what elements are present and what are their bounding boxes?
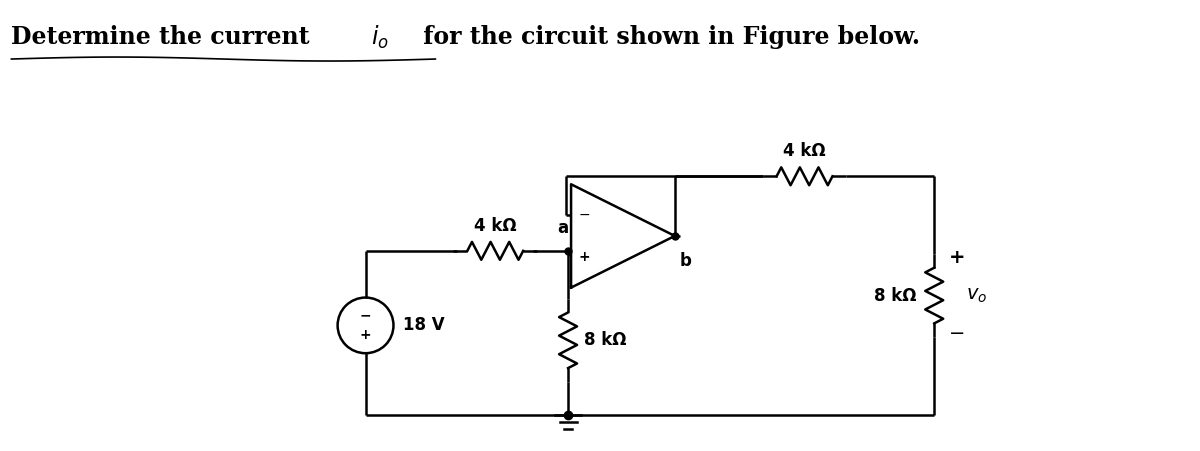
Text: −: − xyxy=(949,324,966,343)
Text: $v_o$: $v_o$ xyxy=(966,286,988,305)
Text: 18 V: 18 V xyxy=(403,317,445,334)
Text: +: + xyxy=(949,249,966,267)
Text: 4 kΩ: 4 kΩ xyxy=(784,143,826,161)
Text: +: + xyxy=(360,328,371,342)
Text: +: + xyxy=(578,249,590,263)
Text: −: − xyxy=(578,208,590,222)
Text: a: a xyxy=(558,219,569,237)
Text: Determine the current: Determine the current xyxy=(11,25,318,49)
Text: 8 kΩ: 8 kΩ xyxy=(584,331,626,349)
Text: −: − xyxy=(360,308,371,322)
Text: $i_o$: $i_o$ xyxy=(371,23,389,51)
Text: for the circuit shown in Figure below.: for the circuit shown in Figure below. xyxy=(415,25,920,49)
Text: 8 kΩ: 8 kΩ xyxy=(874,286,917,304)
Text: b: b xyxy=(680,252,691,270)
Text: 4 kΩ: 4 kΩ xyxy=(474,217,516,235)
